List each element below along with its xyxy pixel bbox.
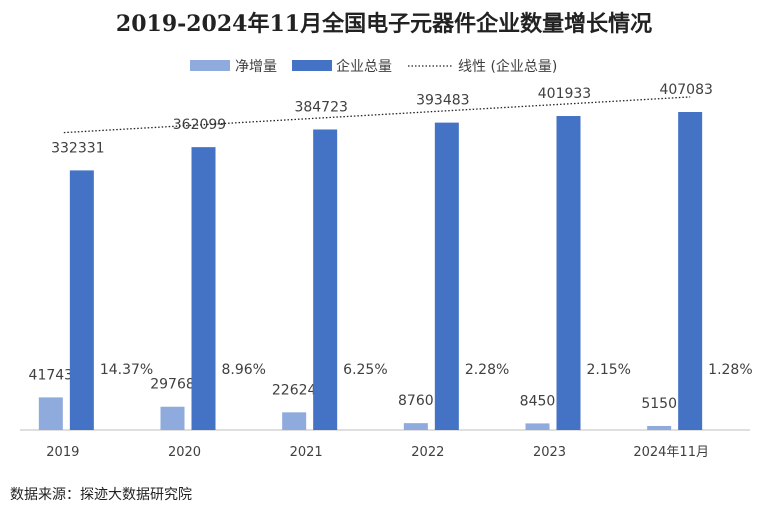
data-label-net-increase: 22624 <box>272 382 317 398</box>
data-label-growth-rate: 14.37% <box>100 362 153 378</box>
data-label-net-increase: 5150 <box>641 396 677 412</box>
data-label-growth-rate: 6.25% <box>343 362 387 378</box>
data-label-net-increase: 29768 <box>150 377 195 393</box>
data-label-net-increase: 8760 <box>398 393 434 409</box>
data-label-net-increase: 8450 <box>520 393 556 409</box>
x-tick-label: 2021 <box>290 445 323 460</box>
x-tick-label: 2023 <box>533 445 566 460</box>
legend-swatch-net-increase <box>190 60 230 71</box>
bar-total <box>191 147 216 430</box>
bar-net-increase <box>647 425 672 430</box>
bar-total <box>678 112 703 430</box>
x-tick-label: 2019 <box>46 445 79 460</box>
trendline-total <box>63 96 691 134</box>
data-label-total: 407083 <box>659 82 712 98</box>
data-label-net-increase: 41743 <box>29 367 74 383</box>
bar-net-increase <box>282 412 307 430</box>
data-label-total: 401933 <box>538 86 591 102</box>
bar-net-increase <box>403 423 428 430</box>
legend-label-net-increase: 净增量 <box>235 59 277 75</box>
bar-net-increase <box>38 397 63 430</box>
x-tick-label: 2024年11月 <box>633 445 709 460</box>
data-label-total: 393483 <box>416 93 469 109</box>
bar-net-increase <box>160 406 185 430</box>
bar-total <box>313 129 338 430</box>
legend-label-total: 企业总量 <box>336 58 392 75</box>
data-label-total: 362099 <box>173 117 226 133</box>
data-label-growth-rate: 1.28% <box>708 362 752 378</box>
bar-total <box>434 122 459 431</box>
bar-total <box>556 116 581 430</box>
chart-title: 2019-2024年11月全国电子元器件企业数量增长情况 <box>115 11 653 37</box>
x-tick-label: 2022 <box>411 445 444 460</box>
data-label-growth-rate: 2.15% <box>587 362 631 378</box>
bar-total <box>69 170 94 430</box>
data-label-total: 384723 <box>294 99 347 115</box>
bar-net-increase <box>525 423 550 430</box>
legend-swatch-total <box>292 60 332 71</box>
data-label-growth-rate: 8.96% <box>222 362 266 378</box>
legend-label-trendline: 线性 (企业总量) <box>458 58 557 75</box>
data-label-growth-rate: 2.28% <box>465 362 509 378</box>
data-label-total: 332331 <box>51 140 104 156</box>
source-note: 数据来源：探迹大数据研究院 <box>10 487 192 503</box>
x-tick-label: 2020 <box>168 445 201 460</box>
